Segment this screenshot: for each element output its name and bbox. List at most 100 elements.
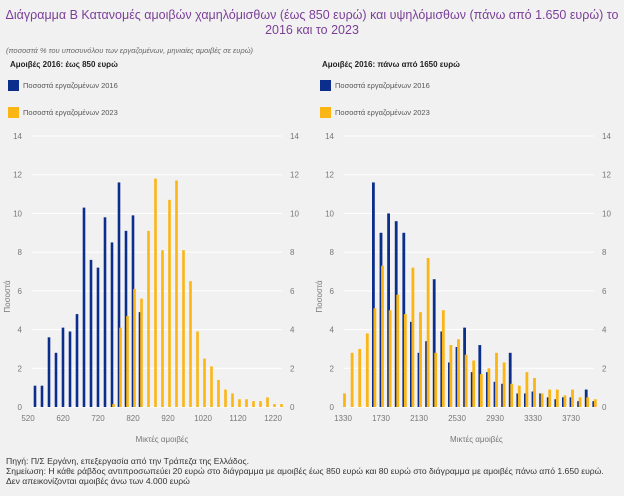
bar-2023	[495, 352, 498, 407]
bar-2023	[457, 339, 460, 407]
legend-label-2016: Ποσοστά εργαζομένων 2016	[335, 81, 430, 90]
y-tick-label-left: 8	[18, 248, 23, 257]
bar-2023	[280, 404, 283, 407]
x-tick-label: 3730	[562, 414, 580, 423]
bar-2023	[126, 316, 129, 407]
y-tick-label-left: 8	[330, 248, 335, 257]
bar-2023	[210, 366, 213, 407]
bar-2023	[510, 383, 514, 407]
right-chart: 0 0 2 2 4 4 6 6 8 8 10 10 12 12 14 14 1330 1730 2130 2530 29…	[315, 132, 611, 444]
bar-2016	[75, 314, 79, 407]
y-tick-label-left: 14	[13, 132, 22, 141]
y-tick-label-right: 2	[290, 364, 295, 373]
bar-2023	[571, 389, 574, 407]
y-tick-label-left: 12	[13, 171, 22, 180]
bar-2023	[203, 358, 206, 407]
bar-2023	[464, 354, 468, 407]
bar-2016	[448, 362, 451, 407]
bar-2016	[455, 346, 459, 407]
bar-2023	[168, 199, 171, 407]
y-tick-label-right: 2	[602, 364, 607, 373]
bar-2023	[502, 362, 506, 407]
y-tick-label-right: 10	[602, 209, 611, 218]
bar-2016	[417, 352, 421, 407]
legend-swatch-2023	[8, 107, 19, 118]
bar-2016	[124, 230, 128, 407]
right-legend-2016: Ποσοστά εργαζομένων 2016	[320, 80, 430, 91]
bar-2023	[231, 393, 234, 407]
y-tick-label-right: 0	[290, 403, 295, 412]
bar-2023	[175, 180, 178, 407]
bar-2023	[555, 389, 559, 407]
chart-subtitle: (ποσοστά % του υποσυνόλου των εργαζομένω…	[6, 46, 254, 55]
bar-2016	[463, 327, 466, 407]
bar-2016	[103, 217, 107, 407]
x-tick-label: 920	[161, 414, 175, 423]
bar-2016	[501, 383, 504, 407]
bar-2023	[133, 288, 136, 407]
bar-2023	[273, 404, 276, 407]
bar-2016	[470, 372, 474, 407]
y-tick-label-left: 4	[330, 326, 335, 335]
y-tick-label-right: 0	[602, 403, 607, 412]
bar-2023	[266, 397, 269, 407]
legend-label-2016: Ποσοστά εργαζομένων 2016	[23, 81, 118, 90]
x-tick-label: 2930	[486, 414, 504, 423]
bar-2023	[586, 397, 590, 407]
bar-2023	[517, 385, 521, 407]
bar-2023	[365, 333, 369, 407]
legend-swatch-2016	[320, 80, 331, 91]
bar-2023	[578, 397, 582, 407]
y-tick-label-left: 0	[18, 403, 23, 412]
x-tick-label: 620	[56, 414, 70, 423]
y-tick-label-left: 10	[13, 209, 22, 218]
bar-2016	[138, 312, 142, 407]
bar-2023	[472, 360, 476, 407]
bar-2016	[131, 215, 135, 407]
x-tick-label: 1730	[372, 414, 390, 423]
bar-2023	[563, 395, 567, 407]
x-tick-label: 2130	[410, 414, 428, 423]
bar-2016	[508, 352, 512, 407]
bar-2016	[372, 182, 375, 407]
bar-2023	[403, 314, 407, 407]
x-axis-label: Μικτές αμοιβές	[136, 435, 189, 444]
bar-2016	[493, 381, 497, 407]
bar-2016	[531, 391, 535, 407]
bar-2016	[562, 397, 565, 407]
bar-2016	[569, 397, 573, 407]
footer: Πηγή: Π/Σ Εργάνη, επεξεργασία από την Τρ…	[6, 456, 618, 486]
y-tick-label-right: 6	[290, 287, 295, 296]
y-tick-label-right: 14	[602, 132, 611, 141]
bar-2016	[592, 401, 596, 407]
bar-2016	[47, 337, 51, 407]
bar-2023	[112, 404, 115, 407]
bar-2023	[373, 308, 377, 407]
bar-2016	[40, 385, 44, 407]
bar-2023	[533, 377, 536, 407]
x-axis-label: Μικτές αμοιβές	[450, 435, 503, 444]
bar-2023	[189, 281, 192, 407]
right-panel-title: Αμοιβές 2016: πάνω από 1650 ευρώ	[322, 60, 460, 69]
x-tick-label: 3330	[524, 414, 542, 423]
bar-2016	[546, 397, 550, 407]
bar-2023	[381, 265, 384, 407]
y-tick-label-left: 10	[325, 209, 334, 218]
y-tick-label-right: 4	[602, 326, 607, 335]
y-tick-label-left: 0	[330, 403, 335, 412]
y-axis-label: Ποσοστά	[3, 280, 12, 313]
bar-2023	[487, 368, 491, 407]
bar-2023	[411, 267, 415, 407]
legend-label-2023: Ποσοστά εργαζομένων 2023	[23, 108, 118, 117]
bar-2023	[224, 389, 227, 407]
bar-2016	[524, 393, 527, 407]
bar-2023	[434, 352, 438, 407]
legend-swatch-2023	[320, 107, 331, 118]
bar-2023	[593, 399, 597, 407]
bar-2016	[584, 389, 588, 407]
legend-swatch-2016	[8, 80, 19, 91]
bar-2016	[82, 207, 86, 407]
bar-2016	[61, 327, 65, 407]
y-axis-label: Ποσοστά	[315, 280, 324, 313]
bar-2023	[259, 401, 262, 407]
